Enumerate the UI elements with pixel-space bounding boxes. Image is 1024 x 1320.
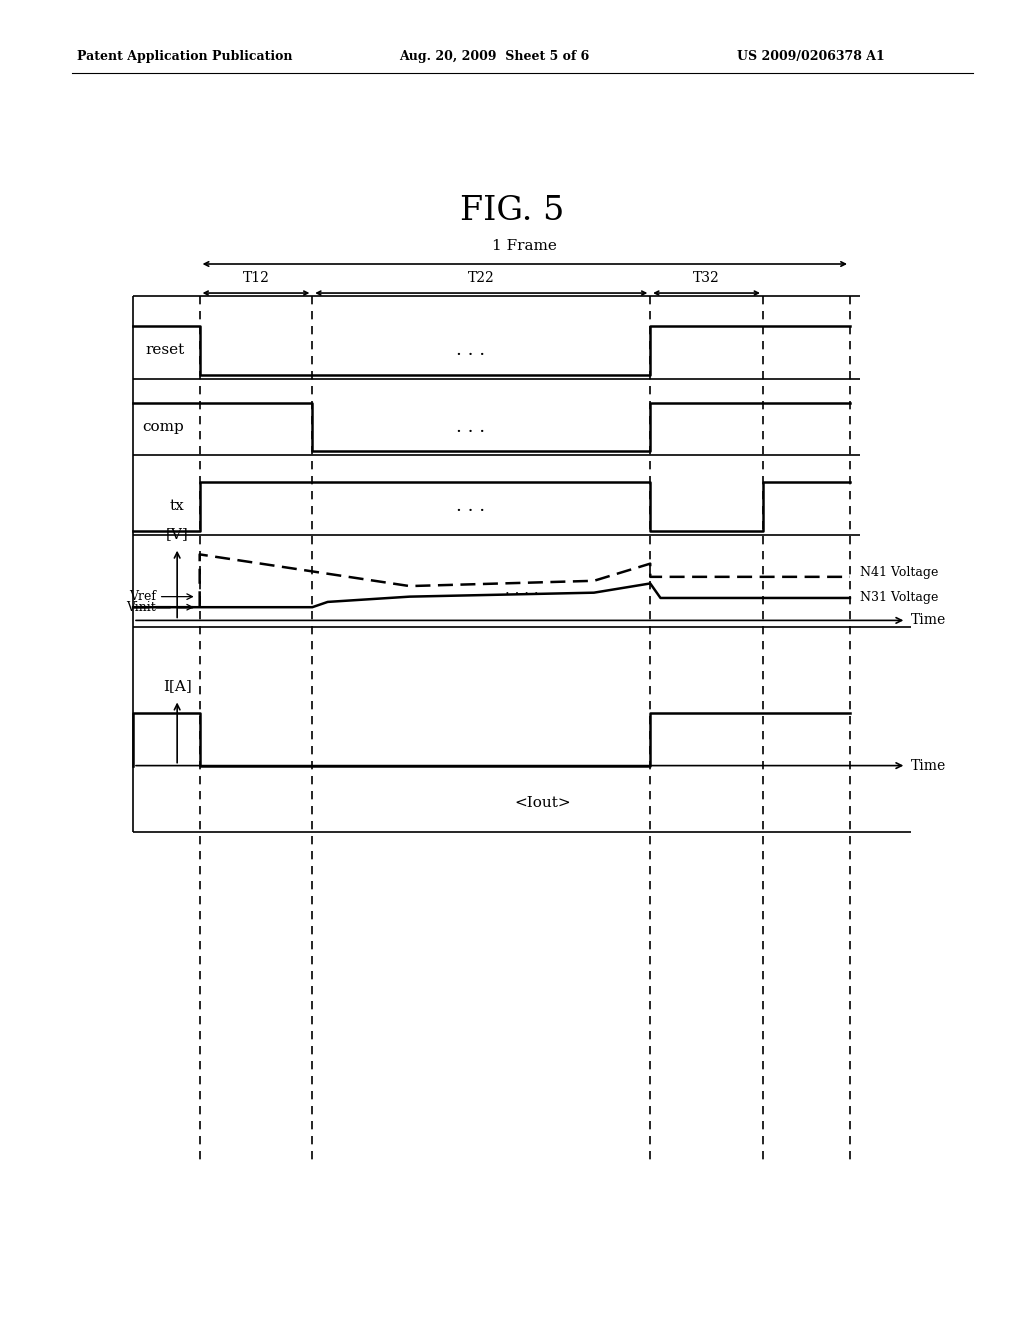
- Text: Patent Application Publication: Patent Application Publication: [77, 50, 292, 63]
- Text: tx: tx: [170, 499, 184, 513]
- Text: Vinit: Vinit: [126, 601, 156, 614]
- Text: <Iout>: <Iout>: [514, 796, 571, 809]
- Text: reset: reset: [145, 343, 184, 358]
- Text: Time: Time: [911, 759, 946, 772]
- Text: . . . .: . . . .: [506, 583, 539, 597]
- Text: . . .: . . .: [457, 498, 485, 515]
- Text: T22: T22: [468, 271, 495, 285]
- Text: Time: Time: [911, 614, 946, 627]
- Text: FIG. 5: FIG. 5: [460, 195, 564, 227]
- Text: T12: T12: [243, 271, 269, 285]
- Text: . . .: . . .: [457, 418, 485, 436]
- Text: US 2009/0206378 A1: US 2009/0206378 A1: [737, 50, 885, 63]
- Text: Aug. 20, 2009  Sheet 5 of 6: Aug. 20, 2009 Sheet 5 of 6: [399, 50, 590, 63]
- Text: I[A]: I[A]: [163, 678, 191, 693]
- Text: 1 Frame: 1 Frame: [493, 239, 557, 253]
- Text: [V]: [V]: [166, 527, 188, 541]
- Text: N31 Voltage: N31 Voltage: [860, 591, 939, 605]
- Text: N41 Voltage: N41 Voltage: [860, 566, 939, 579]
- Text: Vref: Vref: [129, 590, 156, 603]
- Text: . . .: . . .: [457, 342, 485, 359]
- Text: comp: comp: [142, 420, 184, 434]
- Text: T32: T32: [693, 271, 720, 285]
